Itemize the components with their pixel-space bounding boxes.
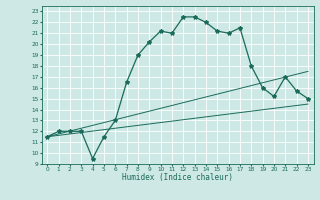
X-axis label: Humidex (Indice chaleur): Humidex (Indice chaleur) <box>122 173 233 182</box>
